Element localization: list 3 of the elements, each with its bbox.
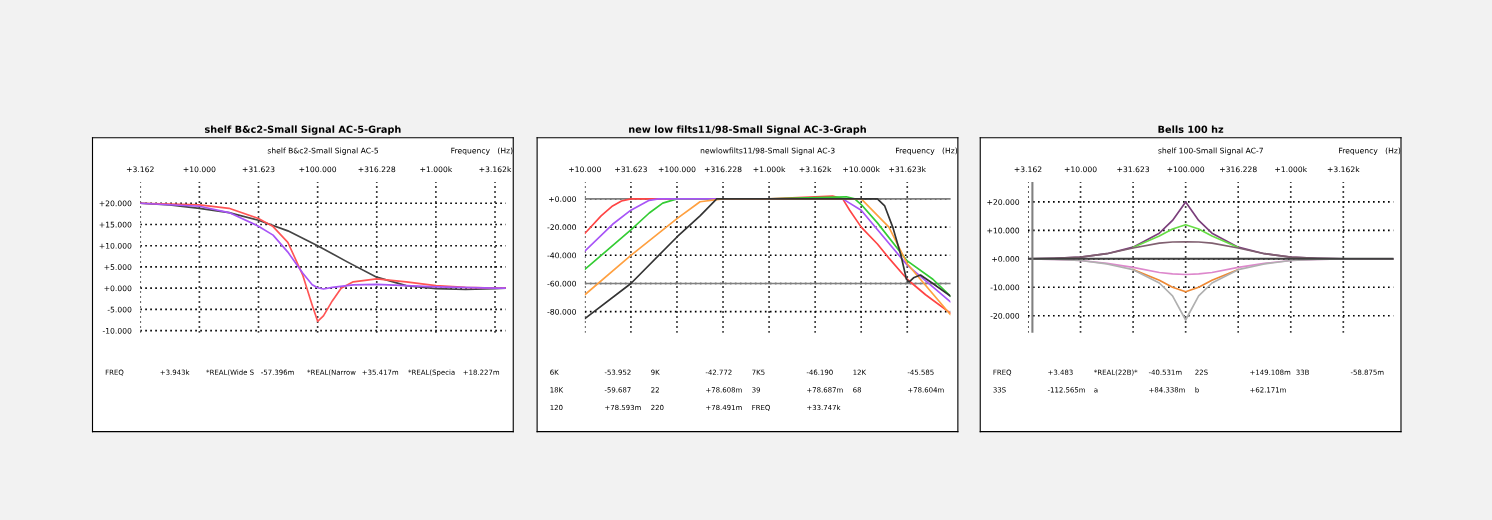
chart-title: new low filts11/98-Small Signal AC-3-Graph <box>629 125 866 135</box>
chart-title: Bells 100 hz <box>1158 125 1224 133</box>
chart-title: shelf B&c2-Small Signal AC-5-Graph <box>204 125 401 135</box>
